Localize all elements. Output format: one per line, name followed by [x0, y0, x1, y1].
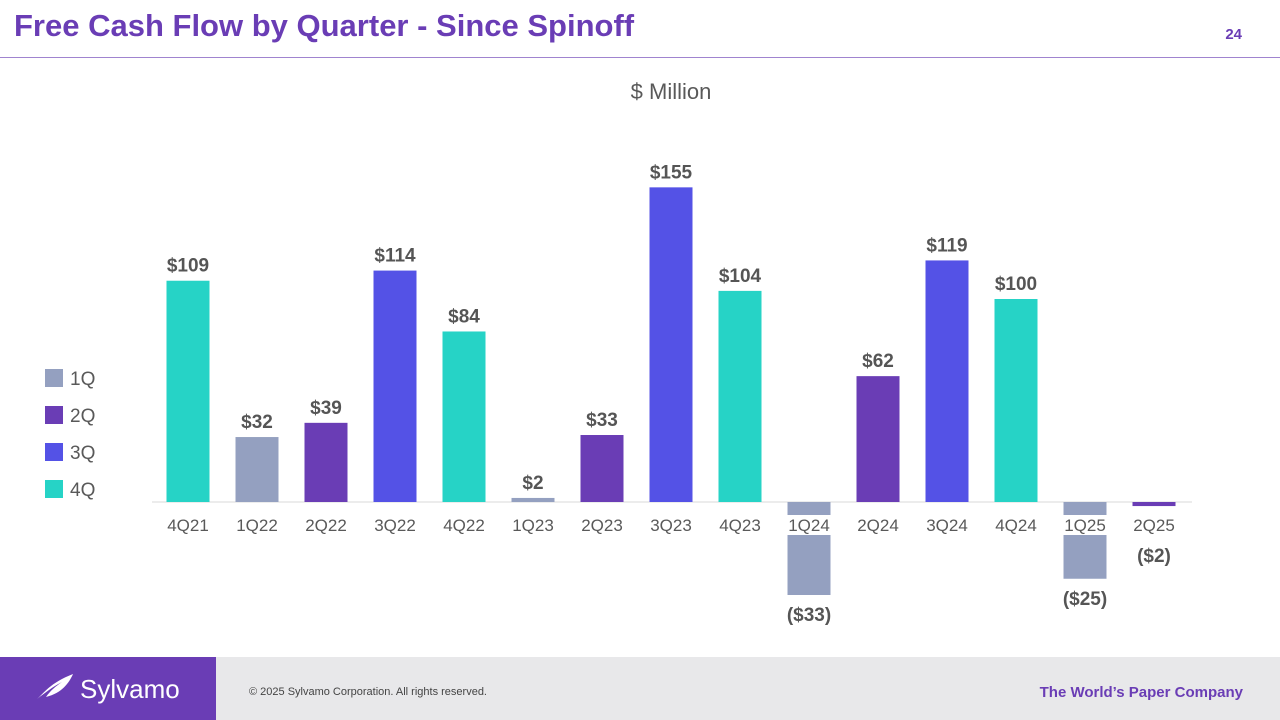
bar-4q22 [442, 331, 486, 502]
bar-2q24 [856, 376, 900, 502]
bar-2q23 [580, 435, 624, 502]
value-label-4q22: $84 [448, 306, 480, 327]
category-label-4q22: 4Q22 [443, 516, 485, 535]
category-label-4q21: 4Q21 [167, 516, 209, 535]
value-label-1q22: $32 [241, 412, 273, 433]
legend-label-1q: 1Q [70, 369, 95, 390]
sylvamo-leaf-icon [37, 674, 73, 699]
category-label-1q23: 1Q23 [512, 516, 554, 535]
value-label-2q24: $62 [862, 351, 894, 372]
bar-2q25 [1132, 502, 1176, 507]
category-label-3q24: 3Q24 [926, 516, 968, 535]
category-label-3q23: 3Q23 [650, 516, 692, 535]
legend-swatch-2q [45, 406, 63, 424]
chart-title: $ Million [631, 79, 712, 104]
category-label-4q24: 4Q24 [995, 516, 1037, 535]
bar-1q24 [787, 502, 831, 515]
bar-1q25 [1063, 502, 1107, 515]
legend-label-3q: 3Q [70, 443, 95, 464]
category-label-1q24: 1Q24 [788, 516, 830, 535]
value-label-4q21: $109 [167, 256, 209, 277]
legend-label-4q: 4Q [70, 480, 95, 501]
category-label-2q22: 2Q22 [305, 516, 347, 535]
fcf-bar-chart: $ Million $109 4Q21 $32 1Q22 $39 2Q22 $114 3Q22… [45, 79, 1192, 626]
bar-4q21 [166, 280, 210, 502]
category-label-2q24: 2Q24 [857, 516, 899, 535]
category-label-2q23: 2Q23 [581, 516, 623, 535]
value-label-1q24: ($33) [787, 605, 831, 626]
page-number: 24 [1225, 26, 1242, 43]
category-label-2q25: 2Q25 [1133, 516, 1175, 535]
bar-1q25-lower [1063, 535, 1107, 579]
legend: 1Q 2Q 3Q 4Q [45, 369, 95, 501]
value-label-3q24: $119 [926, 235, 967, 256]
category-label-4q23: 4Q23 [719, 516, 761, 535]
value-label-2q22: $39 [310, 398, 342, 419]
bar-3q24 [925, 260, 969, 502]
tagline: The World’s Paper Company [1039, 684, 1243, 701]
bars-group: $109 4Q21 $32 1Q22 $39 2Q22 $114 3Q22 $84 4Q22 $2 1… [152, 162, 1192, 626]
bar-1q23 [511, 497, 555, 502]
bar-2q22 [304, 422, 348, 502]
value-label-2q25: ($2) [1137, 546, 1171, 567]
value-label-1q25: ($25) [1063, 589, 1107, 610]
value-label-2q23: $33 [586, 410, 618, 431]
bar-3q23 [649, 187, 693, 502]
category-label-1q25: 1Q25 [1064, 516, 1106, 535]
legend-swatch-3q [45, 443, 63, 461]
value-label-1q23: $2 [522, 473, 543, 494]
value-label-3q23: $155 [650, 162, 693, 183]
footer: Sylvamo © 2025 Sylvamo Corporation. All … [0, 657, 1280, 720]
bar-1q24-lower [787, 535, 831, 595]
legend-swatch-4q [45, 480, 63, 498]
bar-1q22 [235, 437, 279, 502]
slide-title: Free Cash Flow by Quarter - Since Spinof… [14, 8, 635, 43]
brand-name: Sylvamo [80, 674, 180, 704]
value-label-3q22: $114 [374, 246, 416, 267]
legend-swatch-1q [45, 369, 63, 387]
brand-box: Sylvamo [0, 657, 216, 720]
value-label-4q23: $104 [719, 266, 762, 287]
bar-4q24 [994, 299, 1038, 502]
category-label-1q22: 1Q22 [236, 516, 278, 535]
legend-label-2q: 2Q [70, 406, 95, 427]
copyright-text: © 2025 Sylvamo Corporation. All rights r… [249, 686, 487, 698]
category-label-3q22: 3Q22 [374, 516, 416, 535]
title-divider [0, 57, 1280, 58]
bar-4q23 [718, 290, 762, 502]
value-label-4q24: $100 [995, 274, 1037, 295]
bar-3q22 [373, 270, 417, 502]
